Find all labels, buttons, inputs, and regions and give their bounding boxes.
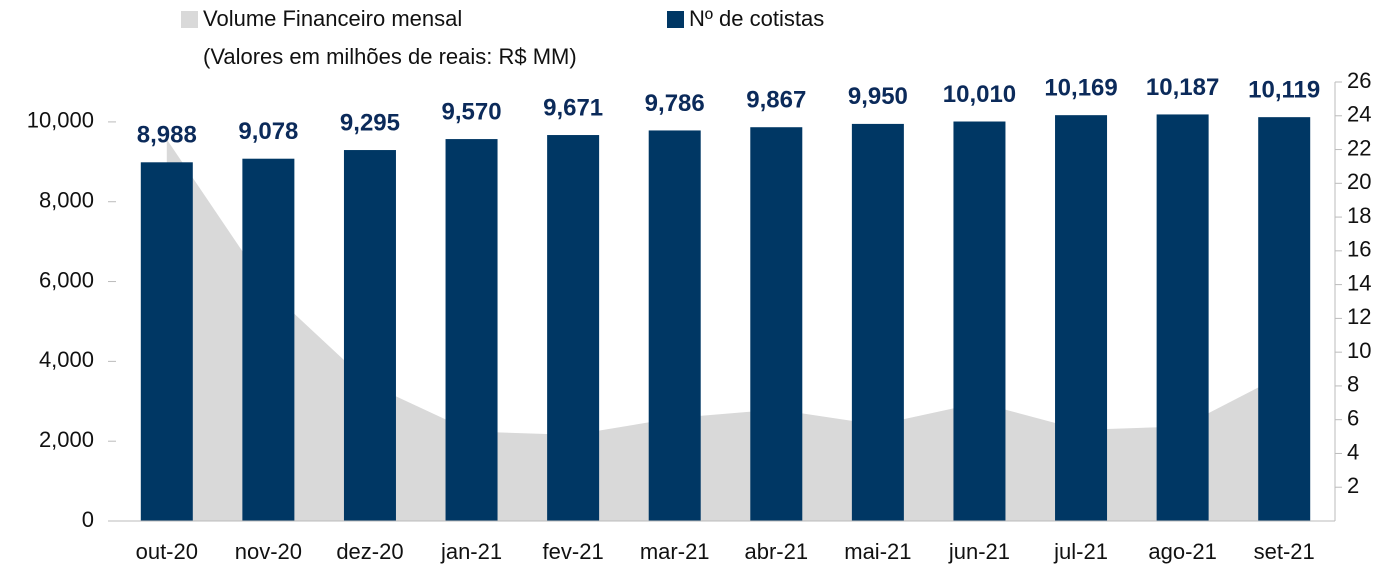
bar [953,121,1006,521]
data-label: 9,867 [746,87,806,114]
y-tick-label: 4,000 [39,347,94,372]
x-tick-label: jan-21 [440,539,502,564]
bar [750,127,803,521]
y2-tick-label: 24 [1347,102,1371,127]
x-tick-label: nov-20 [235,539,302,564]
y2-tick-label: 20 [1347,169,1371,194]
legend-swatch [181,11,198,28]
y2-tick-label: 18 [1347,203,1371,228]
bar [140,162,193,521]
bar [445,139,498,521]
bar [1258,117,1311,521]
x-tick-label: mar-21 [640,539,710,564]
data-label: 8,988 [137,122,197,149]
x-tick-label: set-21 [1254,539,1315,564]
legend-note: (Valores em milhões de reais: R$ MM) [203,44,577,69]
data-label: 10,169 [1044,75,1117,102]
data-label: 10,010 [943,81,1016,108]
bar [648,130,701,521]
y2-tick-label: 8 [1347,372,1359,397]
area [166,139,1285,521]
bar [343,150,396,522]
y2-tick-label: 14 [1347,270,1371,295]
y-tick-label: 8,000 [39,188,94,213]
y-tick-label: 0 [82,507,94,532]
bar [1055,115,1108,521]
y2-tick-label: 6 [1347,406,1359,431]
y2-tick-label: 22 [1347,135,1371,160]
x-tick-label: fev-21 [543,539,604,564]
y2-tick-label: 10 [1347,338,1371,363]
bar [1156,114,1209,521]
bar [547,135,600,521]
data-label: 9,078 [238,118,298,145]
data-label: 9,950 [848,83,908,110]
bar [242,158,295,522]
y-tick-label: 6,000 [39,267,94,292]
y2-tick-label: 4 [1347,439,1359,464]
y2-tick-label: 2 [1347,473,1359,498]
x-tick-label: mai-21 [844,539,911,564]
y2-tick-label: 16 [1347,237,1371,262]
legend-swatch [667,11,684,28]
x-tick-label: abr-21 [744,539,808,564]
legend-label: Volume Financeiro mensal [203,6,462,31]
y2-tick-label: 12 [1347,304,1371,329]
x-tick-label: ago-21 [1148,539,1217,564]
y2-tick-label: 26 [1347,68,1371,93]
y-tick-label: 10,000 [27,108,94,133]
x-tick-label: jun-21 [948,539,1010,564]
data-label: 10,187 [1146,74,1219,101]
x-tick-label: out-20 [136,539,198,564]
legend-label: Nº de cotistas [689,6,824,31]
data-label: 10,119 [1248,77,1320,104]
data-label: 9,671 [543,94,603,121]
data-label: 9,570 [442,98,502,125]
x-tick-label: dez-20 [336,539,403,564]
y-tick-label: 2,000 [39,427,94,452]
bar [851,123,904,522]
data-label: 9,786 [645,90,705,117]
data-label: 9,295 [340,109,400,136]
x-tick-label: jul-21 [1053,539,1108,564]
